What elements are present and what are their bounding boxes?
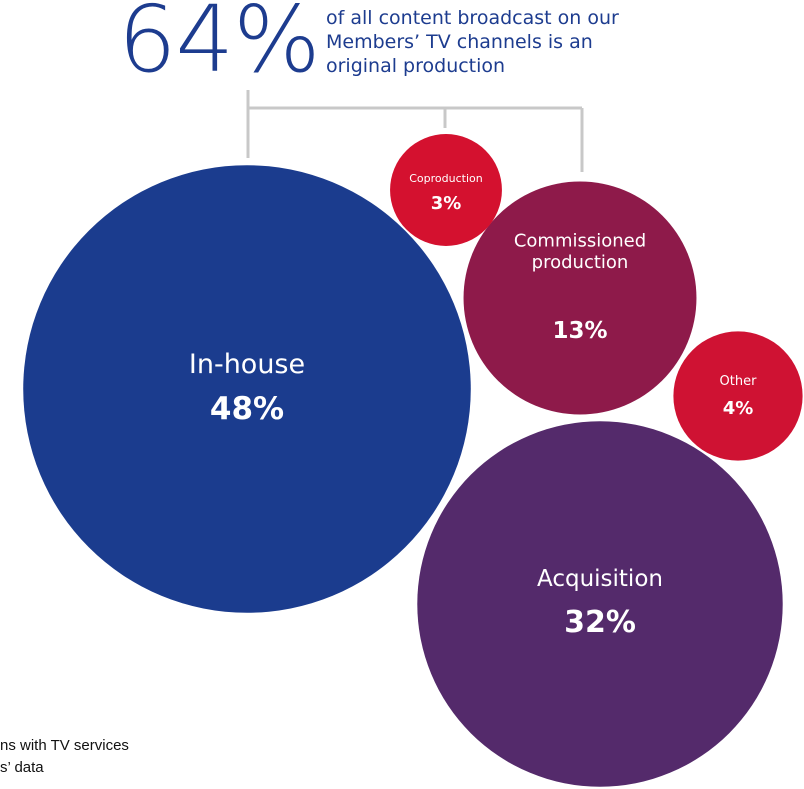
bubble-label-commissioned-production-1: Commissioned <box>514 230 646 251</box>
headline-line-2: Members’ TV channels is an <box>326 31 593 53</box>
bubble-label-coproduction: Coproduction <box>409 172 483 185</box>
bubble-value-acquisition: 32% <box>564 605 636 640</box>
headline-description: of all content broadcast on our Members’… <box>326 6 686 78</box>
source-note-1: ns with TV services <box>0 737 129 754</box>
bubble-value-commissioned-production: 13% <box>552 318 607 344</box>
bubble-in-house <box>23 165 471 613</box>
bubble-label-in-house: In-house <box>189 349 305 380</box>
bubble-commissioned-production <box>463 181 697 415</box>
source-notes: ns with TV services s’ data <box>0 735 300 779</box>
original-production-bracket <box>246 90 584 172</box>
bubble-label-acquisition: Acquisition <box>537 566 663 592</box>
bubble-value-coproduction: 3% <box>431 193 462 214</box>
source-note-2: s’ data <box>0 759 44 776</box>
headline-percentage: 64% <box>118 0 320 93</box>
bubble-label-commissioned-production-2: production <box>532 252 629 273</box>
bubble-group: In-house 48% Acquisition 32% Commissionedpro… <box>23 134 803 787</box>
bubble-other <box>673 331 803 461</box>
bubble-value-other: 4% <box>723 398 754 419</box>
headline-line-1: of all content broadcast on our <box>326 7 619 29</box>
bubble-coproduction <box>390 134 502 246</box>
bubble-label-other: Other <box>720 374 758 389</box>
bubble-acquisition <box>417 421 783 787</box>
headline-line-3: original production <box>326 55 506 77</box>
bubble-value-in-house: 48% <box>210 391 284 427</box>
